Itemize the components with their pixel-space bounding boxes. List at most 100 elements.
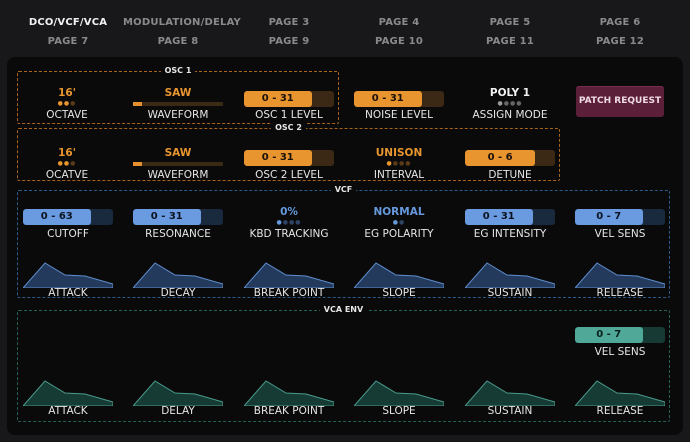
vca-slope-label: SLOPE: [382, 405, 416, 417]
cutoff-fill: [23, 209, 91, 225]
vcf-decay-envelope[interactable]: [133, 260, 223, 288]
vcf-sustain-envelope[interactable]: [465, 260, 555, 288]
detune-label: DETUNE: [488, 169, 532, 181]
vcf-vel-sens-fill: [575, 209, 643, 225]
osc2-waveform-value[interactable]: SAW: [164, 147, 192, 159]
noise-level-label: NOISE LEVEL: [364, 109, 433, 121]
eg-intensity-slider[interactable]: 0 - 31: [465, 209, 555, 225]
osc1-octave-value[interactable]: 16': [58, 87, 76, 99]
vcf-break-point-label: BREAK POINT: [253, 287, 325, 299]
assign-mode-value[interactable]: POLY 1: [489, 87, 531, 99]
eg-intensity-label: EG INTENSITY: [473, 228, 547, 240]
interval-value[interactable]: UNISON: [375, 147, 423, 159]
osc2-level-range: 0 - 31: [261, 152, 294, 163]
vcf-slope-envelope[interactable]: [354, 260, 444, 288]
vca-section: VCA ENV: [17, 305, 670, 422]
tab-page-4[interactable]: PAGE 4: [378, 17, 420, 28]
cutoff-slider[interactable]: 0 - 63: [23, 209, 113, 225]
osc2-waveform-bar[interactable]: [133, 162, 223, 166]
vcf-slope-label: SLOPE: [382, 287, 416, 299]
vca-vel-sens-label: VEL SENS: [594, 346, 646, 358]
osc1-level-label: OSC 1 LEVEL: [255, 109, 323, 121]
osc2-level-slider[interactable]: 0 - 31: [244, 150, 334, 166]
vcf-vel-sens-slider[interactable]: 0 - 7: [575, 209, 665, 225]
vcf-section: VCF: [17, 185, 670, 298]
osc2-level-label: OSC 2 LEVEL: [255, 169, 323, 181]
detune-slider[interactable]: 0 - 6: [465, 150, 555, 166]
editor-panel: [7, 57, 683, 435]
tab-page-3[interactable]: PAGE 3: [268, 17, 310, 28]
page-tabs: DCO/VCF/VCA MODULATION/DELAY PAGE 3 PAGE…: [0, 0, 690, 56]
vcf-release-envelope[interactable]: [575, 260, 665, 288]
vcf-title: VCF: [330, 185, 357, 194]
resonance-range: 0 - 31: [150, 211, 183, 222]
resonance-fill: [133, 209, 201, 225]
tab-dco-vcf-vca[interactable]: DCO/VCF/VCA: [28, 17, 108, 28]
vca-release-label: RELEASE: [596, 405, 644, 417]
noise-level-fill: [354, 91, 422, 107]
osc1-waveform-label: WAVEFORM: [147, 109, 209, 121]
vca-break-point-label: BREAK POINT: [253, 405, 325, 417]
osc1-title: OSC 1: [160, 66, 196, 75]
vcf-attack-envelope[interactable]: [23, 260, 113, 288]
osc2-waveform-bar-fill: [133, 162, 142, 166]
osc2-waveform-label: WAVEFORM: [147, 169, 209, 181]
resonance-label: RESONANCE: [145, 228, 211, 240]
osc1-waveform-bar-fill: [133, 102, 142, 106]
vca-break-point-envelope[interactable]: [244, 378, 334, 406]
osc2-title: OSC 2: [271, 123, 306, 132]
eg-intensity-range: 0 - 31: [482, 211, 515, 222]
vcf-break-point-envelope[interactable]: [244, 260, 334, 288]
kbd-tracking-dots: ●●●●: [276, 219, 302, 226]
tab-page-7[interactable]: PAGE 7: [47, 36, 89, 47]
noise-level-slider[interactable]: 0 - 31: [354, 91, 444, 107]
tab-page-11[interactable]: PAGE 11: [486, 36, 534, 47]
osc1-waveform-bar[interactable]: [133, 102, 223, 106]
tab-page-5[interactable]: PAGE 5: [489, 17, 531, 28]
osc2-section: OSC 2: [17, 123, 560, 181]
vca-vel-sens-range: 0 - 7: [596, 329, 622, 340]
interval-dots: ●●●●: [386, 160, 412, 167]
osc1-octave-label: OCTAVE: [46, 109, 88, 121]
interval-label: INTERVAL: [373, 169, 425, 181]
osc1-level-slider[interactable]: 0 - 31: [244, 91, 334, 107]
vcf-sustain-label: SUSTAIN: [487, 287, 533, 299]
vca-sustain-label: SUSTAIN: [487, 405, 533, 417]
osc1-level-range: 0 - 31: [261, 93, 294, 104]
eg-polarity-value[interactable]: NORMAL: [373, 206, 425, 218]
osc1-octave-dots: ●●●: [57, 100, 77, 107]
kbd-tracking-value[interactable]: 0%: [280, 206, 298, 218]
detune-range: 0 - 6: [487, 152, 513, 163]
vca-vel-sens-fill: [575, 327, 643, 343]
osc2-octave-label: OCATVE: [45, 169, 89, 181]
vca-release-envelope[interactable]: [575, 378, 665, 406]
tab-page-6[interactable]: PAGE 6: [599, 17, 641, 28]
eg-polarity-dots: ●●: [392, 219, 406, 226]
eg-polarity-label: EG POLARITY: [364, 228, 434, 240]
vca-delay-label: DELAY: [161, 405, 195, 417]
cutoff-label: CUTOFF: [47, 228, 89, 240]
vca-attack-envelope[interactable]: [23, 378, 113, 406]
cutoff-range: 0 - 63: [40, 211, 73, 222]
vca-delay-envelope[interactable]: [133, 378, 223, 406]
osc1-section: OSC 1: [17, 66, 339, 124]
vca-slope-envelope[interactable]: [354, 378, 444, 406]
vcf-release-label: RELEASE: [596, 287, 644, 299]
vcf-vel-sens-label: VEL SENS: [594, 228, 646, 240]
patch-request-button[interactable]: PATCH REQUEST: [576, 86, 664, 117]
tab-modulation-delay[interactable]: MODULATION/DELAY: [123, 17, 241, 28]
vca-vel-sens-slider[interactable]: 0 - 7: [575, 327, 665, 343]
tab-page-9[interactable]: PAGE 9: [268, 36, 310, 47]
kbd-tracking-label: KBD TRACKING: [249, 228, 329, 240]
tab-page-12[interactable]: PAGE 12: [596, 36, 644, 47]
vca-sustain-envelope[interactable]: [465, 378, 555, 406]
osc1-waveform-value[interactable]: SAW: [164, 87, 192, 99]
tab-page-8[interactable]: PAGE 8: [157, 36, 199, 47]
osc2-octave-value[interactable]: 16': [58, 147, 76, 159]
vcf-vel-sens-range: 0 - 7: [596, 211, 622, 222]
noise-level-range: 0 - 31: [371, 93, 404, 104]
tab-page-10[interactable]: PAGE 10: [375, 36, 423, 47]
assign-mode-dots: ●●●●: [497, 100, 523, 107]
assign-mode-label: ASSIGN MODE: [472, 109, 548, 121]
resonance-slider[interactable]: 0 - 31: [133, 209, 223, 225]
